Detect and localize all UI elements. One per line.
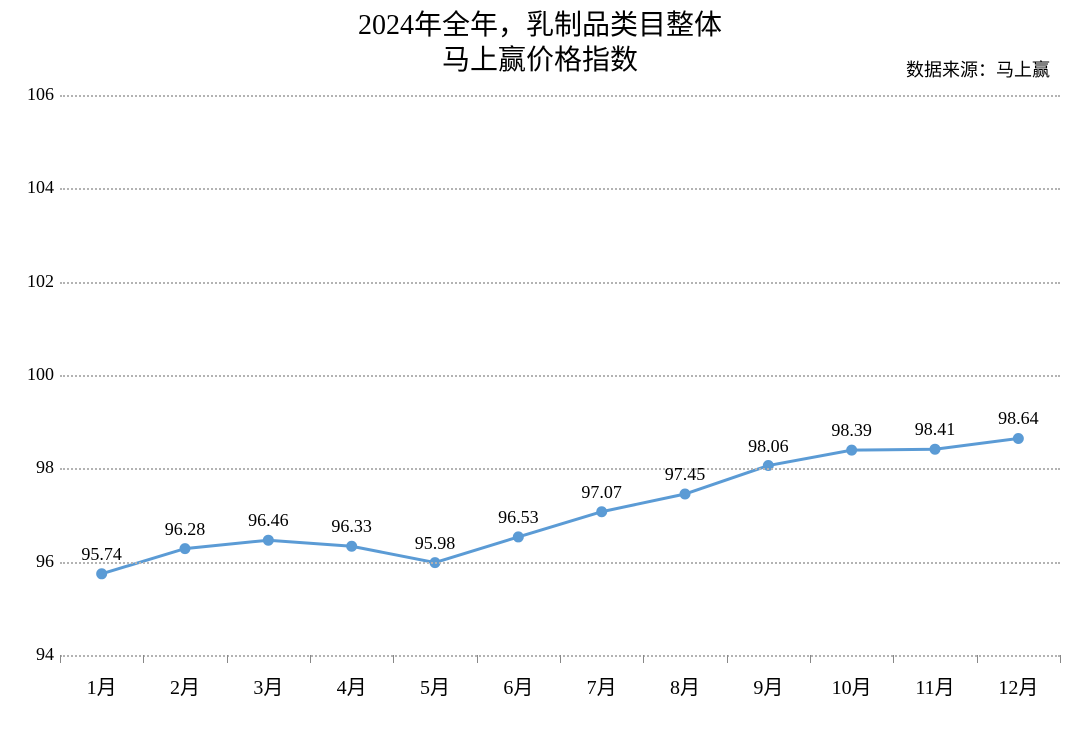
x-tick [60, 655, 61, 663]
x-tick [893, 655, 894, 663]
data-point [180, 544, 190, 554]
data-label: 96.46 [248, 510, 289, 531]
data-label: 98.64 [998, 408, 1039, 429]
y-tick-label: 98 [10, 457, 54, 478]
x-tick-label: 10月 [832, 671, 872, 700]
data-point [513, 532, 523, 542]
data-label: 95.74 [81, 544, 122, 565]
x-tick [1060, 655, 1061, 663]
y-tick-label: 104 [10, 177, 54, 198]
grid-line [60, 562, 1060, 564]
x-tick-label: 2月 [170, 671, 200, 700]
x-tick [560, 655, 561, 663]
x-tick [310, 655, 311, 663]
chart-title-line1: 2024年全年，乳制品类目整体 [358, 10, 722, 41]
grid-line [60, 375, 1060, 377]
y-tick-label: 96 [10, 551, 54, 572]
data-point [597, 507, 607, 517]
grid-line [60, 188, 1060, 190]
series-line [102, 438, 1019, 573]
x-tick [727, 655, 728, 663]
x-tick [227, 655, 228, 663]
x-tick-label: 4月 [337, 671, 367, 700]
y-tick-label: 94 [10, 644, 54, 665]
data-label: 97.45 [665, 464, 706, 485]
chart-title-line2: 马上赢价格指数 [442, 45, 638, 76]
x-tick-label: 8月 [670, 671, 700, 700]
data-label: 98.39 [831, 420, 872, 441]
data-label: 97.07 [581, 482, 622, 503]
x-tick [643, 655, 644, 663]
data-point [680, 489, 690, 499]
data-label: 98.41 [915, 419, 956, 440]
chart-container: 2024年全年，乳制品类目整体 马上赢价格指数 数据来源：马上赢 9496981… [0, 0, 1080, 729]
y-tick-label: 106 [10, 84, 54, 105]
y-tick-label: 102 [10, 271, 54, 292]
x-tick-label: 3月 [253, 671, 283, 700]
x-tick-label: 1月 [87, 671, 117, 700]
x-tick-label: 12月 [998, 671, 1038, 700]
x-tick-label: 9月 [753, 671, 783, 700]
data-point [347, 541, 357, 551]
data-point [263, 535, 273, 545]
data-point [1013, 433, 1023, 443]
x-tick [977, 655, 978, 663]
y-tick-label: 100 [10, 364, 54, 385]
x-tick-label: 7月 [587, 671, 617, 700]
grid-line [60, 95, 1060, 97]
data-label: 96.33 [331, 516, 372, 537]
data-point [97, 569, 107, 579]
data-point [930, 444, 940, 454]
data-point [847, 445, 857, 455]
x-tick [477, 655, 478, 663]
grid-line [60, 282, 1060, 284]
data-label: 96.53 [498, 507, 539, 528]
data-label: 98.06 [748, 436, 789, 457]
x-tick [393, 655, 394, 663]
x-tick [810, 655, 811, 663]
x-tick-label: 6月 [503, 671, 533, 700]
x-tick-label: 5月 [420, 671, 450, 700]
data-label: 95.98 [415, 533, 456, 554]
x-tick-label: 11月 [915, 671, 954, 700]
data-source-label: 数据来源：马上赢 [906, 56, 1050, 82]
x-tick [143, 655, 144, 663]
data-label: 96.28 [165, 519, 206, 540]
plot-area: 9496981001021041061月2月3月4月5月6月7月8月9月10月1… [60, 95, 1060, 655]
grid-line [60, 468, 1060, 470]
